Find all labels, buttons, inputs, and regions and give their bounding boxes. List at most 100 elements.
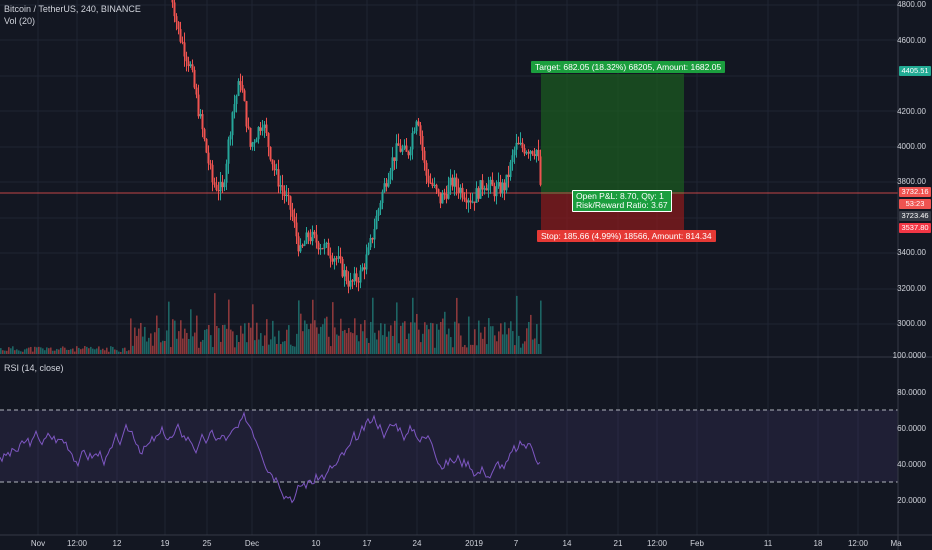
candle-body <box>173 2 176 17</box>
time-axis-label: 2019 <box>465 539 483 548</box>
volume-bar <box>156 315 158 354</box>
candle-body <box>443 193 446 195</box>
volume-bar <box>534 338 536 354</box>
volume-bar <box>512 331 514 354</box>
volume-bar <box>424 322 426 354</box>
candle-body <box>429 182 432 184</box>
volume-bar <box>84 346 86 354</box>
candle-body <box>521 142 524 149</box>
candle-body <box>389 171 392 180</box>
volume-bar <box>510 321 512 354</box>
candle-body <box>437 189 440 193</box>
candle-body <box>357 281 360 283</box>
volume-bar <box>372 297 374 354</box>
volume-bar <box>82 348 84 354</box>
volume-bar <box>38 346 40 354</box>
candle-body <box>449 177 452 185</box>
volume-bar <box>118 351 120 354</box>
volume-bar <box>304 320 306 354</box>
volume-bar <box>490 326 492 354</box>
volume-bar <box>22 351 24 354</box>
volume-bar <box>6 350 8 354</box>
volume-bar <box>278 330 280 354</box>
volume-bar <box>332 302 334 354</box>
candle-body <box>285 194 288 196</box>
candle-body <box>289 196 292 210</box>
candle-body <box>195 87 198 95</box>
volume-bar <box>50 347 52 354</box>
volume-bar <box>34 346 36 354</box>
candle-body <box>293 216 296 223</box>
volume-bar <box>152 345 154 354</box>
candle-body <box>227 139 230 164</box>
volume-bar <box>202 339 204 354</box>
volume-bar <box>454 321 456 354</box>
volume-bar <box>122 348 124 354</box>
price-axis-label: 3400.00 <box>897 248 926 257</box>
volume-bar <box>210 335 212 354</box>
candle-body <box>415 121 418 132</box>
volume-bar <box>518 335 520 354</box>
volume-bar <box>18 350 20 354</box>
volume-bar <box>360 324 362 354</box>
volume-bar <box>54 350 56 354</box>
candle-body <box>305 232 308 244</box>
volume-bar <box>16 349 18 354</box>
candle-body <box>461 187 464 198</box>
candle-body <box>369 238 372 248</box>
volume-bar <box>330 346 332 354</box>
volume-bar <box>252 304 254 354</box>
volume-bar <box>428 329 430 354</box>
volume-bar <box>436 324 438 354</box>
target-label[interactable]: Target: 682.05 (18.32%) 68205, Amount: 1… <box>531 61 726 73</box>
volume-bar <box>2 350 4 354</box>
volume-bar <box>484 326 486 354</box>
volume-bar <box>158 328 160 354</box>
volume-bar <box>296 333 298 354</box>
volume-bar <box>476 345 478 354</box>
volume-bar <box>318 333 320 354</box>
volume-bar <box>258 339 260 354</box>
candle-body <box>509 162 512 178</box>
volume-bar <box>452 347 454 354</box>
candle-body <box>329 255 332 259</box>
time-axis-label: 19 <box>160 539 170 548</box>
volume-bar <box>12 346 14 354</box>
volume-legend[interactable]: Vol (20) <box>4 16 36 26</box>
volume-bar <box>390 325 392 354</box>
volume-bar <box>114 349 116 354</box>
candle-body <box>331 258 334 262</box>
candle-body <box>367 247 370 255</box>
volume-bar <box>168 301 170 354</box>
candle-body <box>379 202 382 210</box>
volume-bar <box>208 324 210 354</box>
pnl-label[interactable]: Open P&L: 8.70, Qty: 1 Risk/Reward Ratio… <box>572 190 672 212</box>
symbol-legend[interactable]: Bitcoin / TetherUS, 240, BINANCE <box>4 4 141 14</box>
candle-body <box>485 188 488 191</box>
candle-body <box>407 151 410 156</box>
candle-body <box>317 242 320 250</box>
volume-bar <box>306 323 308 354</box>
volume-bar <box>368 342 370 354</box>
price-axis-label: 3000.00 <box>897 319 926 328</box>
candle-body <box>245 101 248 127</box>
candle-body <box>233 104 236 113</box>
candle-body <box>219 181 222 192</box>
volume-bar <box>444 311 446 354</box>
candle-body <box>247 126 250 129</box>
volume-bar <box>216 326 218 354</box>
pnl-text: Open P&L: 8.70, Qty: 1 <box>576 191 664 201</box>
volume-bar <box>540 300 542 354</box>
volume-bar <box>154 332 156 354</box>
rsi-legend[interactable]: RSI (14, close) <box>4 363 64 373</box>
candle-body <box>243 90 246 102</box>
candle-body <box>307 232 310 238</box>
volume-bar <box>342 330 344 354</box>
stop-label[interactable]: Stop: 185.66 (4.99%) 18566, Amount: 814.… <box>537 230 716 242</box>
candle-body <box>537 149 540 157</box>
last-price-tag: 3732.16 <box>899 187 931 197</box>
volume-bar <box>30 346 32 354</box>
